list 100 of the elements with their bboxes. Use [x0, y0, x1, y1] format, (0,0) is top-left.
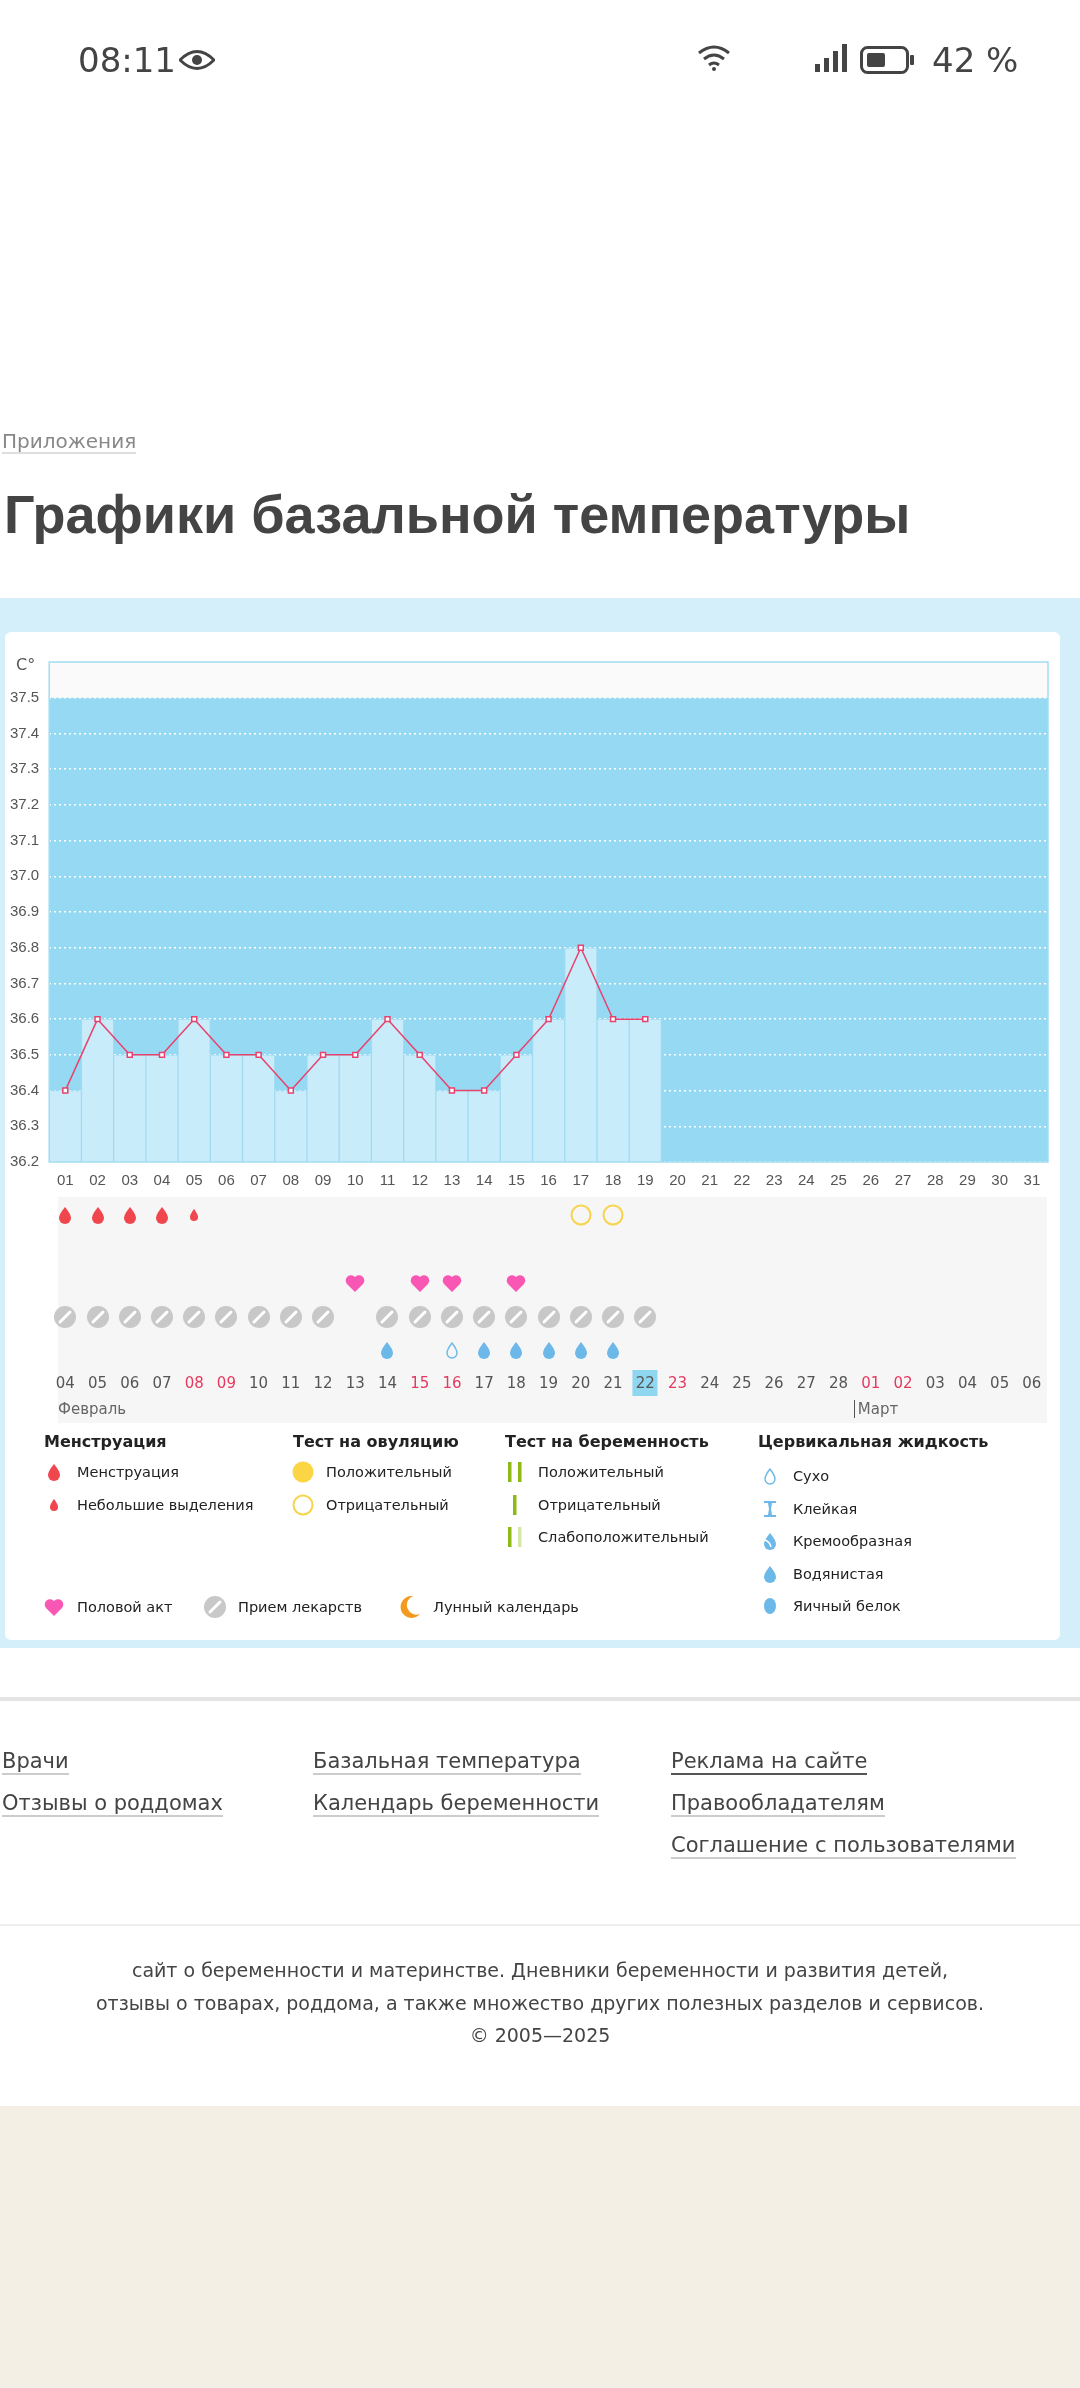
- text: Сухо: [793, 1468, 830, 1484]
- text: 23: [667, 1374, 688, 1392]
- x-tick-label: 02: [89, 1171, 106, 1189]
- text: 11: [281, 1374, 301, 1392]
- y-tick-label: 37.4: [9, 723, 40, 741]
- text: сайт о беременности и материнстве. Дневники беременности и развития детей,: [131, 1959, 949, 1981]
- text: 42 %: [932, 40, 1019, 80]
- x-tick-label: 16: [540, 1171, 557, 1189]
- x-tick-label: 23: [765, 1171, 783, 1189]
- x-tick-label: 05: [185, 1171, 203, 1189]
- text: Положительный: [326, 1464, 452, 1480]
- y-tick-label: 36.2: [9, 1152, 40, 1170]
- text: 26: [764, 1374, 784, 1392]
- y-tick-label: 36.9: [9, 902, 40, 920]
- y-tick-label: 36.4: [9, 1080, 40, 1098]
- point: [448, 1087, 456, 1094]
- y-tick-label: 37.0: [9, 866, 40, 884]
- text: 02: [893, 1374, 913, 1392]
- point: [190, 1015, 198, 1023]
- x-tick-label: 14: [475, 1171, 493, 1189]
- text: 15: [410, 1374, 430, 1392]
- text: 07: [152, 1374, 172, 1392]
- x-tick-label: 29: [959, 1171, 976, 1189]
- text: 08: [184, 1374, 204, 1392]
- x-tick-label: 19: [636, 1171, 654, 1189]
- text: Положительный: [538, 1464, 664, 1480]
- x-tick-label: 31: [1023, 1171, 1041, 1189]
- point: [62, 1087, 69, 1094]
- point: [255, 1051, 262, 1059]
- point: [577, 944, 585, 951]
- x-tick-label: 15: [508, 1171, 525, 1189]
- text: Тест на беременность: [505, 1431, 709, 1451]
- text: Лунный календарь: [433, 1599, 579, 1615]
- point: [416, 1051, 423, 1059]
- text: 20: [571, 1374, 591, 1392]
- text: Отрицательный: [538, 1497, 661, 1513]
- text: 21: [603, 1374, 623, 1392]
- text: © 2005—2025: [469, 2024, 611, 2046]
- text: Клейкая: [793, 1501, 858, 1517]
- y-axis-title: C°: [16, 655, 36, 675]
- text: Яичный белок: [793, 1598, 901, 1614]
- x-tick-label: 26: [862, 1171, 880, 1189]
- x-tick-label: 17: [572, 1171, 590, 1189]
- text: отзывы о товарах, роддома, а также множество других полезных разделов и сервисов.: [96, 1992, 984, 2014]
- x-tick-label: 22: [733, 1171, 751, 1189]
- x-tick-label: 13: [443, 1171, 461, 1189]
- y-tick-label: 36.5: [9, 1045, 40, 1062]
- text: 22: [632, 1370, 658, 1396]
- text: 05: [87, 1374, 108, 1392]
- point: [352, 1051, 359, 1059]
- text: 25: [732, 1374, 752, 1392]
- text: 27: [796, 1374, 816, 1392]
- x-tick-label: 27: [894, 1171, 912, 1189]
- text: Правообладателям: [671, 1791, 885, 1817]
- text: 13: [345, 1374, 365, 1392]
- x-tick-label: 28: [926, 1171, 944, 1189]
- y-tick-label: 37.1: [9, 830, 40, 848]
- text: 24: [700, 1374, 720, 1392]
- text: Слабоположительный: [538, 1529, 709, 1545]
- text: Половой акт: [77, 1599, 173, 1615]
- text: 14: [377, 1374, 398, 1392]
- text: Отзывы о роддомах: [2, 1791, 223, 1817]
- text: Приложения: [2, 428, 137, 454]
- text: 10: [249, 1374, 269, 1392]
- text: Февраль: [58, 1400, 127, 1418]
- x-tick-label: 09: [314, 1171, 332, 1189]
- text: 09: [216, 1374, 236, 1392]
- x-tick-label: 30: [991, 1171, 1009, 1189]
- point: [384, 1015, 391, 1023]
- text: 17: [474, 1374, 494, 1392]
- x-tick-label: 07: [250, 1171, 267, 1189]
- point: [158, 1051, 166, 1059]
- point: [642, 1015, 649, 1023]
- text: 19: [539, 1374, 559, 1392]
- x-tick-label: 03: [121, 1171, 139, 1189]
- point: [223, 1051, 230, 1059]
- x-tick-label: 24: [798, 1171, 815, 1189]
- y-tick-label: 36.6: [9, 1009, 40, 1027]
- text: 04: [957, 1374, 977, 1392]
- text: 06: [1022, 1374, 1042, 1392]
- text: 03: [925, 1374, 945, 1392]
- point: [126, 1051, 133, 1059]
- point: [287, 1087, 295, 1094]
- x-tick-label: 18: [604, 1171, 622, 1189]
- x-tick-label: 04: [153, 1171, 171, 1189]
- text: Тест на овуляцию: [293, 1431, 459, 1451]
- y-tick-label: 37.3: [9, 759, 40, 777]
- x-tick-label: 01: [56, 1171, 74, 1189]
- text: 01: [861, 1374, 881, 1392]
- text: 08:11: [78, 40, 176, 80]
- x-tick-label: 08: [282, 1171, 300, 1189]
- text: Отрицательный: [326, 1497, 449, 1513]
- point: [94, 1015, 101, 1023]
- text: Менструация: [77, 1464, 180, 1480]
- point: [319, 1051, 327, 1059]
- text: Водянистая: [793, 1566, 884, 1582]
- text: Соглашение с пользователями: [671, 1833, 1016, 1859]
- text: Врачи: [2, 1749, 69, 1775]
- chart-title: Графики базальной температуры: [4, 483, 911, 545]
- text: 18: [506, 1374, 526, 1392]
